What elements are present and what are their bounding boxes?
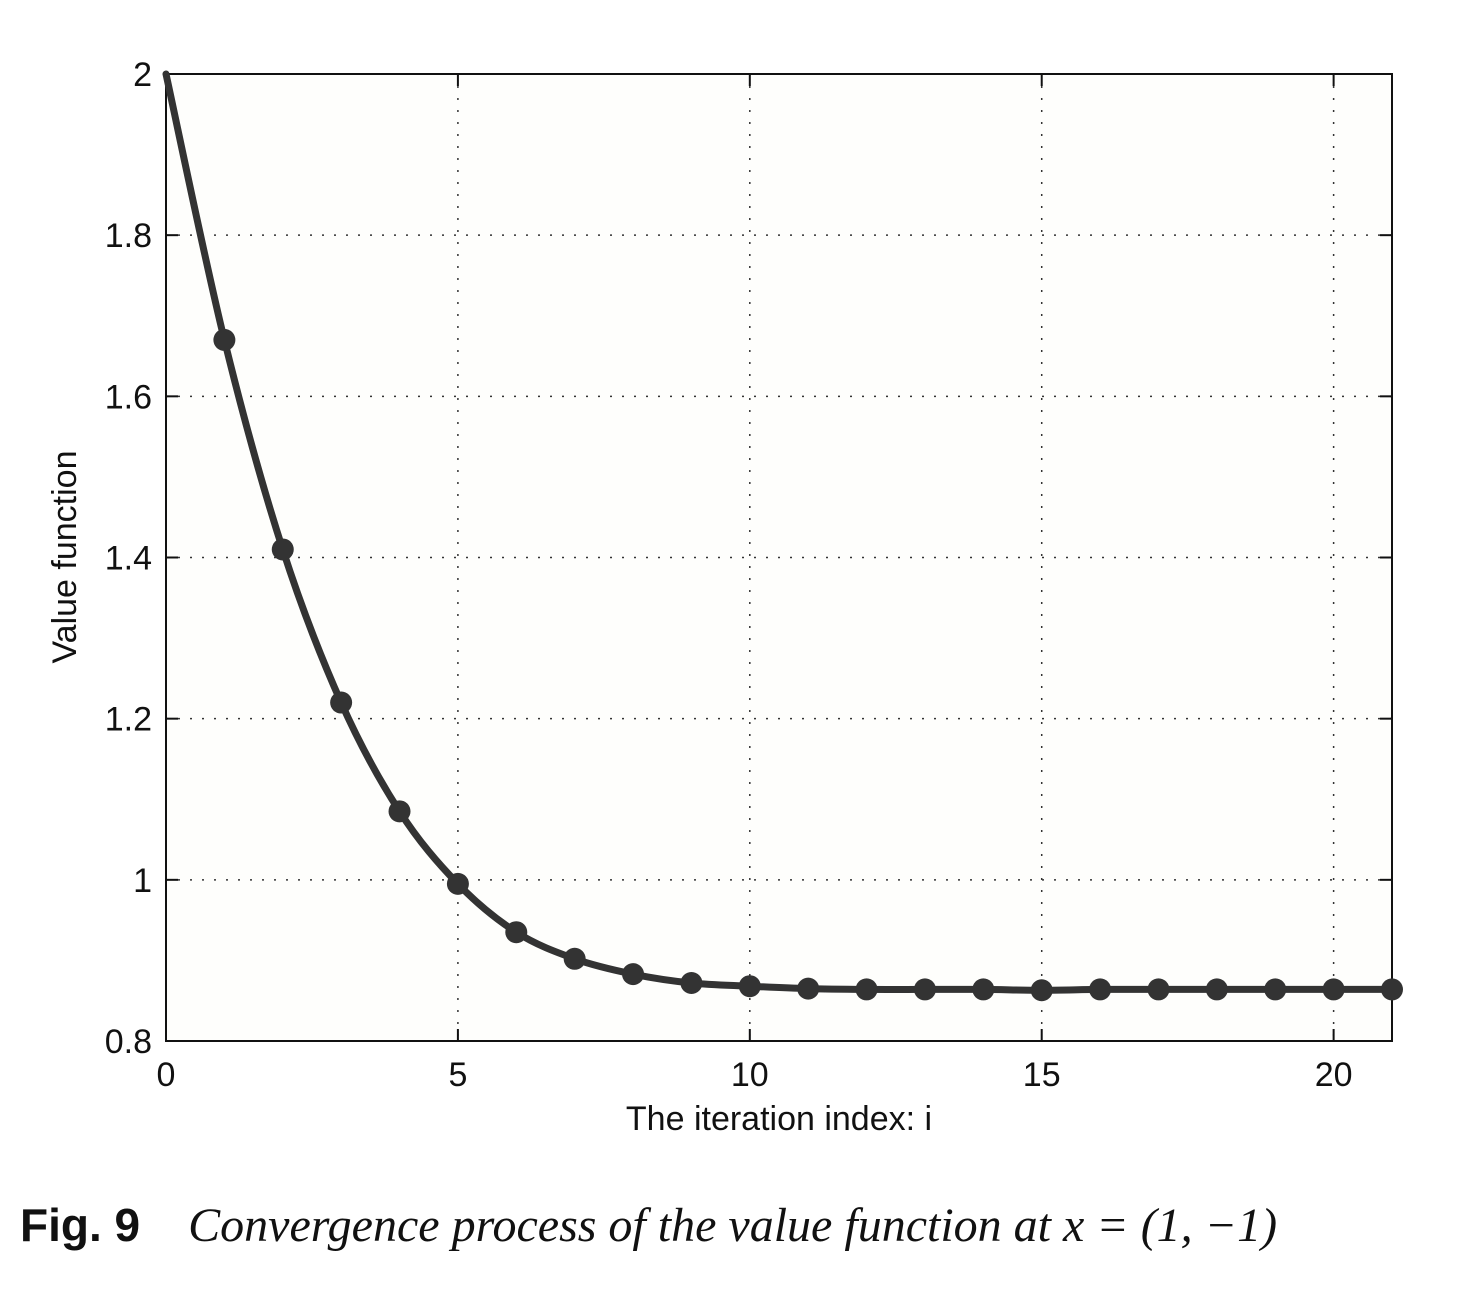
data-point <box>855 978 878 1001</box>
data-point <box>680 971 703 994</box>
data-point <box>1030 979 1053 1002</box>
series-group <box>162 70 1403 1002</box>
data-point <box>1381 978 1403 1001</box>
x-tick-label: 10 <box>731 1056 769 1094</box>
data-point <box>1205 978 1228 1001</box>
x-tick-label: 0 <box>157 1056 176 1094</box>
data-point <box>213 328 236 351</box>
data-point <box>1147 978 1170 1001</box>
y-axis-label: Value function <box>46 451 84 664</box>
y-tick-label: 1 <box>133 862 152 900</box>
y-tick-label: 1.2 <box>105 701 152 739</box>
data-point <box>1089 978 1112 1001</box>
figure-caption-text: Convergence process of the value functio… <box>188 1199 1278 1252</box>
x-axis-label: The iteration index: i <box>626 1100 932 1138</box>
data-point <box>797 977 820 1000</box>
y-tick-label: 0.8 <box>105 1023 152 1061</box>
data-point <box>972 978 995 1001</box>
x-tick-label: 5 <box>448 1056 467 1094</box>
x-tick-labels: 0 5 10 15 20 <box>157 1056 1353 1094</box>
data-point <box>622 963 645 986</box>
x-tick-label: 20 <box>1315 1056 1353 1094</box>
y-tick-label: 1.8 <box>105 217 152 255</box>
figure-caption: Fig. 9 Convergence process of the value f… <box>20 1198 1277 1253</box>
x-tick-label: 15 <box>1023 1056 1061 1094</box>
chart-figure: 0 5 10 15 20 0.8 1 1.2 1.4 1.6 1.8 2 The iteration… <box>46 56 1403 1138</box>
y-tick-label: 1.6 <box>105 378 152 416</box>
data-point <box>271 538 294 561</box>
data-point <box>1264 978 1287 1001</box>
data-point <box>446 872 469 895</box>
data-point <box>330 691 353 714</box>
figure-number: Fig. 9 <box>20 1199 141 1251</box>
data-point <box>388 800 411 823</box>
data-point <box>913 978 936 1001</box>
data-point <box>738 975 761 998</box>
data-point <box>505 921 528 944</box>
data-point <box>1322 978 1345 1001</box>
data-point <box>563 947 586 970</box>
y-tick-label: 1.4 <box>105 540 152 578</box>
y-tick-labels: 0.8 1 1.2 1.4 1.6 1.8 2 <box>105 56 152 1061</box>
y-tick-label: 2 <box>133 56 152 94</box>
